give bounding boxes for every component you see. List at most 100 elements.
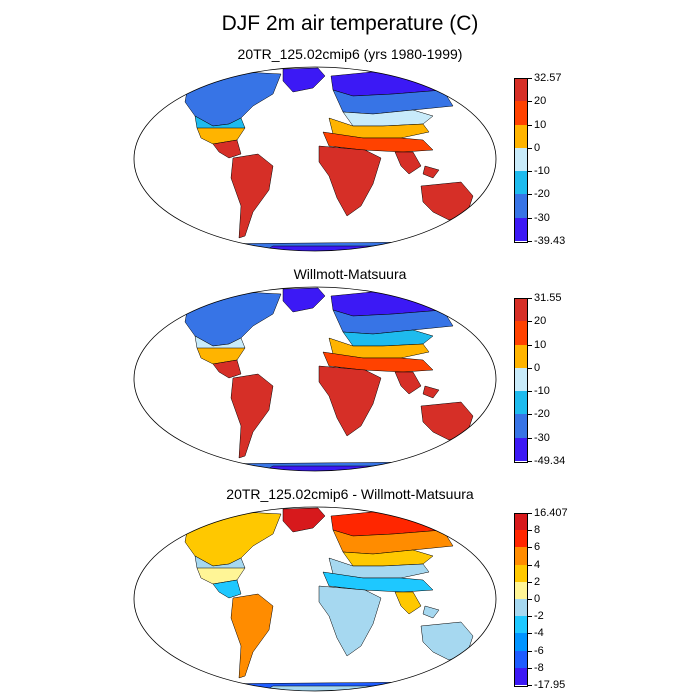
colorbar-tick bbox=[528, 633, 532, 635]
colorbar-segment bbox=[514, 217, 528, 242]
colorbar-segment bbox=[514, 194, 528, 219]
colorbar-tick bbox=[528, 124, 532, 126]
colorbar-segment bbox=[514, 633, 528, 652]
colorbar-segment bbox=[514, 564, 528, 583]
colorbar-tick bbox=[528, 547, 532, 549]
colorbar-label: 4 bbox=[534, 558, 541, 571]
colorbar-tick bbox=[528, 414, 532, 416]
colorbar-segment bbox=[514, 391, 528, 415]
panel-title-obs: Willmott-Matsuura bbox=[293, 266, 407, 282]
colorbar-tick bbox=[528, 217, 532, 219]
colorbar-segment bbox=[514, 547, 528, 566]
colorbar-label: -30 bbox=[534, 431, 550, 444]
colorbar-segment bbox=[514, 298, 528, 322]
colorbar-label: 0 bbox=[534, 593, 541, 605]
colorbar-tick bbox=[528, 171, 532, 173]
south-america bbox=[230, 373, 274, 459]
south-america bbox=[230, 153, 274, 239]
colorbar-tick bbox=[528, 321, 532, 323]
colorbar-label: 0 bbox=[534, 141, 541, 154]
colorbar-tick bbox=[528, 194, 532, 196]
colorbar-label: 0 bbox=[534, 361, 541, 374]
colorbar-tick bbox=[528, 78, 532, 79]
colorbar-segment bbox=[514, 147, 528, 172]
colorbar-frame bbox=[514, 78, 528, 243]
colorbar-label: -10 bbox=[534, 385, 550, 398]
colorbar-segment bbox=[514, 581, 528, 600]
colorbar-tick bbox=[528, 437, 532, 439]
colorbar-segment bbox=[514, 78, 528, 102]
colorbar-obs: 31.55 20 10 0 -10 -20 -30 -49.34 bbox=[514, 292, 565, 467]
colorbar-segment bbox=[514, 321, 528, 346]
colorbar-label: -6 bbox=[534, 644, 544, 657]
colorbar-segment bbox=[514, 650, 528, 669]
colorbar-label: -20 bbox=[534, 188, 550, 201]
colorbar-tick bbox=[528, 101, 532, 103]
map-diff bbox=[133, 506, 497, 692]
colorbar-label: 20 bbox=[534, 95, 547, 108]
colorbar-tick bbox=[528, 564, 532, 566]
colorbar-tick bbox=[528, 616, 532, 618]
colorbar-tick bbox=[528, 241, 532, 242]
south-america bbox=[230, 593, 274, 679]
colorbar-label: -2 bbox=[534, 610, 544, 623]
greenland bbox=[282, 67, 326, 93]
colorbar-model: 32.57 20 10 0 -10 -20 -30 -39.43 bbox=[514, 72, 565, 247]
colorbar-label: 6 bbox=[534, 541, 541, 554]
colorbar-segment bbox=[514, 437, 528, 462]
colorbar-tick bbox=[528, 650, 532, 652]
colorbar-diff: 16.407 8 6 4 2 0 -2 -4 -6 -8 -17.95 bbox=[514, 507, 568, 691]
colorbar-label: -39.43 bbox=[534, 235, 566, 247]
colorbar-label: 20 bbox=[534, 315, 547, 328]
colorbar-tick bbox=[528, 391, 532, 393]
colorbar-segment bbox=[514, 344, 528, 369]
colorbar-label: -49.34 bbox=[534, 455, 566, 467]
colorbar-label: -17.95 bbox=[534, 679, 566, 691]
figure-title: DJF 2m air temperature (C) bbox=[221, 12, 479, 35]
colorbar-label: 8 bbox=[534, 524, 541, 537]
colorbar-segment bbox=[514, 530, 528, 548]
colorbar-label: 16.407 bbox=[534, 507, 568, 519]
colorbar-label: 10 bbox=[534, 118, 547, 131]
africa bbox=[318, 365, 382, 437]
colorbar-tick bbox=[528, 581, 532, 583]
colorbar-segment bbox=[514, 667, 528, 686]
colorbar-tick bbox=[528, 599, 532, 600]
colorbar-frame bbox=[514, 513, 528, 687]
colorbar-tick bbox=[528, 667, 532, 669]
colorbar-tick bbox=[528, 685, 532, 686]
colorbar-segment bbox=[514, 101, 528, 126]
colorbar-segment bbox=[514, 414, 528, 439]
panel-title-model: 20TR_125.02cmip6 (yrs 1980-1999) bbox=[237, 46, 463, 62]
colorbar-tick bbox=[528, 530, 532, 532]
colorbar-segment bbox=[514, 367, 528, 392]
africa bbox=[318, 585, 382, 657]
greenland bbox=[282, 507, 326, 533]
colorbar-segment bbox=[514, 124, 528, 149]
colorbar-label: 32.57 bbox=[534, 72, 562, 84]
colorbar-frame bbox=[514, 298, 528, 463]
colorbar-tick bbox=[528, 461, 532, 462]
colorbar-label: -8 bbox=[534, 661, 544, 674]
colorbar-label: 2 bbox=[534, 575, 541, 588]
colorbar-segment bbox=[514, 616, 528, 634]
greenland bbox=[282, 287, 326, 313]
colorbar-label: 31.55 bbox=[534, 292, 562, 304]
map-model bbox=[133, 66, 497, 252]
colorbar-label: -10 bbox=[534, 165, 550, 178]
colorbar-label: -4 bbox=[534, 627, 544, 640]
colorbar-tick bbox=[528, 298, 532, 299]
africa bbox=[318, 145, 382, 217]
colorbar-segment bbox=[514, 171, 528, 195]
colorbar-tick bbox=[528, 344, 532, 346]
colorbar-segment bbox=[514, 599, 528, 617]
colorbar-segment bbox=[514, 513, 528, 531]
colorbar-tick bbox=[528, 367, 532, 369]
colorbar-label: 10 bbox=[534, 338, 547, 351]
colorbar-label: -20 bbox=[534, 408, 550, 421]
colorbar-tick bbox=[528, 513, 532, 514]
panel-title-diff: 20TR_125.02cmip6 - Willmott-Matsuura bbox=[226, 486, 474, 502]
colorbar-label: -30 bbox=[534, 211, 550, 224]
colorbar-tick bbox=[528, 147, 532, 149]
map-obs bbox=[133, 286, 497, 472]
